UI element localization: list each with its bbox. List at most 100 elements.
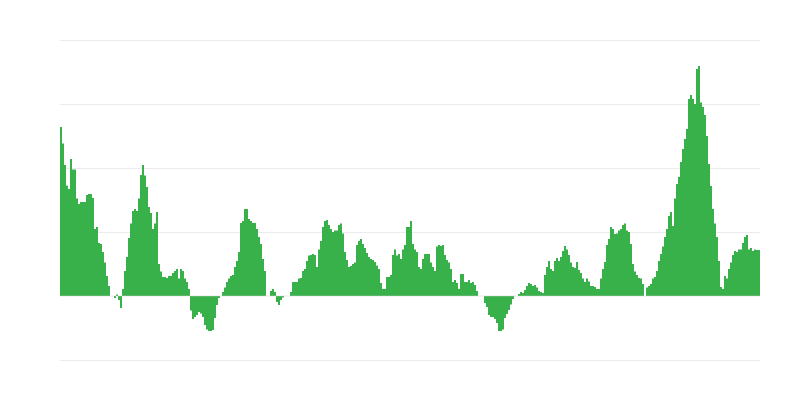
bar <box>668 216 670 296</box>
bar <box>108 285 110 296</box>
bar <box>292 281 294 296</box>
bar <box>424 253 426 296</box>
bar <box>618 230 620 296</box>
bar <box>102 251 104 296</box>
bar <box>92 198 94 296</box>
bar <box>546 267 548 296</box>
bar <box>596 288 598 296</box>
bar <box>70 159 72 296</box>
bar <box>510 296 512 305</box>
bar <box>554 260 556 296</box>
bar <box>374 262 376 296</box>
bar <box>290 292 292 296</box>
bar <box>212 296 214 330</box>
bar <box>118 296 120 300</box>
bar <box>222 292 224 296</box>
bar <box>610 226 612 296</box>
bar <box>468 280 470 296</box>
bar <box>364 248 366 296</box>
bar <box>74 169 76 296</box>
bar <box>650 283 652 296</box>
bar <box>636 274 638 296</box>
bar <box>536 287 538 296</box>
bar <box>576 262 578 296</box>
bar <box>702 107 704 296</box>
bar <box>342 233 344 296</box>
bar <box>670 212 672 296</box>
bar <box>134 208 136 296</box>
bar <box>344 251 346 296</box>
bar <box>586 278 588 296</box>
bar <box>394 249 396 296</box>
bar <box>738 249 740 296</box>
bar <box>730 262 732 296</box>
bar <box>632 264 634 296</box>
bar <box>568 255 570 296</box>
bar <box>98 242 100 296</box>
bar <box>720 287 722 296</box>
bar <box>690 95 692 296</box>
bar <box>522 292 524 296</box>
bar <box>186 281 188 296</box>
bar <box>362 244 364 296</box>
bar <box>366 253 368 296</box>
bar <box>408 226 410 296</box>
bar <box>62 143 64 296</box>
bar <box>270 290 272 296</box>
bar <box>280 296 282 300</box>
bar <box>458 288 460 296</box>
bar <box>162 276 164 296</box>
bar <box>336 230 338 296</box>
bar <box>104 262 106 296</box>
bar <box>608 239 610 296</box>
bar <box>192 296 194 320</box>
bar <box>248 219 250 296</box>
bar <box>508 296 510 311</box>
bar <box>262 258 264 296</box>
bar <box>714 223 716 296</box>
bar <box>258 237 260 296</box>
bar <box>404 244 406 296</box>
bar <box>700 102 702 296</box>
bar <box>396 255 398 296</box>
bar <box>634 271 636 296</box>
bar <box>302 271 304 296</box>
bar <box>708 164 710 296</box>
bar <box>316 267 318 296</box>
bar <box>434 271 436 296</box>
bar <box>398 253 400 296</box>
bar <box>526 285 528 296</box>
bar <box>490 296 492 318</box>
bar <box>276 296 278 302</box>
bar <box>138 198 140 296</box>
bar <box>604 262 606 296</box>
bar <box>142 164 144 296</box>
bar <box>216 296 218 305</box>
bar <box>368 256 370 296</box>
bar <box>352 264 354 296</box>
bar <box>414 249 416 296</box>
bar <box>132 210 134 296</box>
bar <box>600 278 602 296</box>
bar <box>68 189 70 296</box>
bar <box>638 278 640 296</box>
bar <box>148 207 150 296</box>
bar <box>656 271 658 296</box>
bar <box>426 253 428 296</box>
bar <box>540 292 542 296</box>
bar <box>356 244 358 296</box>
bar <box>406 226 408 296</box>
bar <box>506 296 508 314</box>
bar <box>648 285 650 296</box>
bar <box>432 267 434 296</box>
bars <box>60 66 760 332</box>
bar <box>210 296 212 332</box>
bar <box>704 114 706 296</box>
bar <box>122 288 124 296</box>
bar <box>512 296 514 300</box>
bar <box>150 212 152 296</box>
bar <box>498 296 500 332</box>
bar <box>254 223 256 296</box>
bar <box>94 228 96 296</box>
bar <box>80 201 82 296</box>
